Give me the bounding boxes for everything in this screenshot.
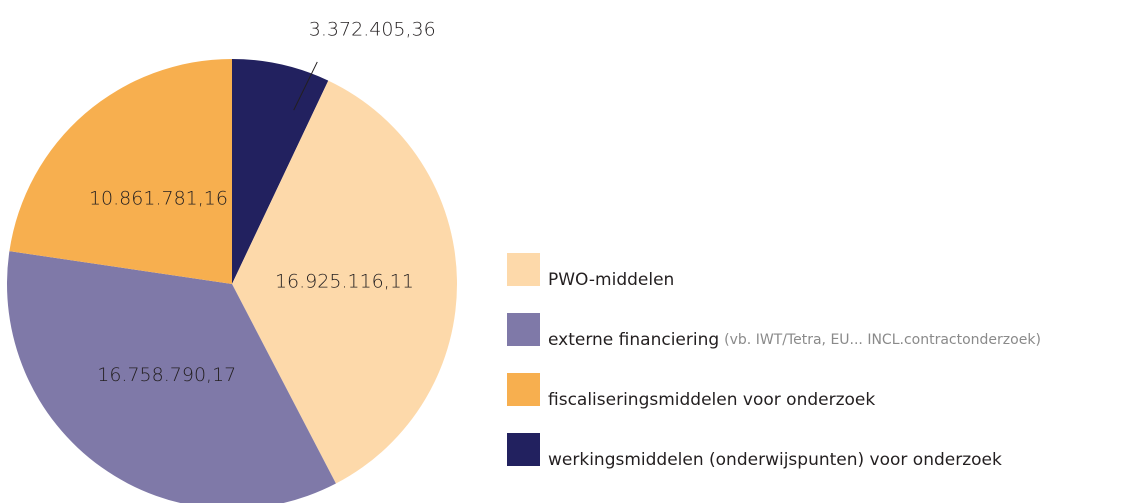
pie-slice [7,251,336,503]
legend-name: fiscaliseringsmiddelen voor onderzoek [548,390,875,410]
slice-label: 16.758.790,17 [97,364,236,386]
legend-label: werkingsmiddelen (onderwijspunten) voor … [548,450,1002,470]
legend-swatch [507,253,540,286]
legend-name: PWO-middelen [548,270,674,290]
legend-swatch [507,433,540,466]
legend-swatch [507,373,540,406]
legend-label: externe financiering (vb. IWT/Tetra, EU..… [548,330,1041,350]
pie-slice [9,59,232,284]
legend-name: werkingsmiddelen (onderwijspunten) voor … [548,450,1002,470]
leader-line [293,61,318,111]
pie-slice [232,80,458,484]
legend-swatch [507,313,540,346]
legend-name: externe financiering [548,330,719,350]
legend-label: fiscaliseringsmiddelen voor onderzoek [548,390,875,410]
legend-label: PWO-middelen [548,270,674,290]
slice-label: 10.861.781,16 [89,187,228,209]
pie-slice [232,59,329,284]
slice-label: 3.372.405,36 [309,18,436,40]
legend-note: (vb. IWT/Tetra, EU... INCL.contractonder… [724,332,1041,348]
slice-label: 16.925.116,11 [275,270,414,292]
